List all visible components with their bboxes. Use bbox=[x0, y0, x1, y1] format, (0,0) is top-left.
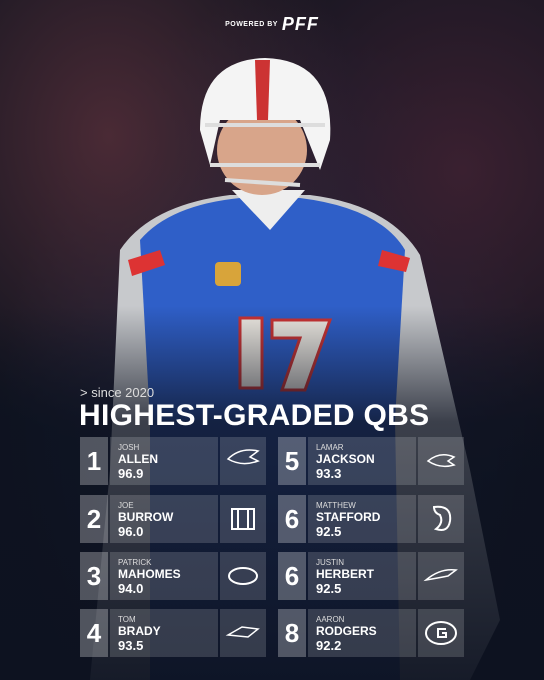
grade: 96.0 bbox=[118, 524, 144, 539]
last-name: ALLEN bbox=[118, 452, 158, 466]
team-logo-art bbox=[423, 568, 458, 582]
player-card: MATTHEW STAFFORD 92.5 bbox=[308, 495, 416, 543]
first-name: LAMAR bbox=[316, 443, 344, 452]
team-logo bbox=[220, 437, 266, 485]
grade: 93.3 bbox=[316, 466, 342, 481]
grade: 94.0 bbox=[118, 581, 144, 596]
first-name: JOE bbox=[118, 501, 134, 510]
rank: 6 bbox=[278, 495, 306, 543]
team-logo bbox=[418, 552, 464, 600]
title: HIGHEST-GRADED QBS bbox=[79, 399, 430, 432]
last-name: HERBERT bbox=[316, 567, 375, 581]
player-card: TOM BRADY 93.5 bbox=[110, 609, 218, 657]
team-logo bbox=[418, 609, 464, 657]
last-name: RODGERS bbox=[316, 624, 377, 638]
team-logo bbox=[418, 437, 464, 485]
team-logo bbox=[220, 552, 266, 600]
powered-by-text: POWERED BY bbox=[225, 21, 278, 28]
team-logo-art bbox=[231, 508, 255, 530]
grade: 92.2 bbox=[316, 638, 342, 653]
team-logo bbox=[418, 495, 464, 543]
last-name: BURROW bbox=[118, 510, 174, 524]
team-logo-art bbox=[226, 449, 260, 465]
grade: 92.5 bbox=[316, 581, 342, 596]
player-card: LAMAR JACKSON 93.3 bbox=[308, 437, 416, 485]
rank: 2 bbox=[80, 495, 108, 543]
player-card: JOSH ALLEN 96.9 bbox=[110, 437, 218, 485]
rank: 6 bbox=[278, 552, 306, 600]
team-logo bbox=[220, 495, 266, 543]
first-name: JUSTIN bbox=[316, 558, 344, 567]
last-name: MAHOMES bbox=[118, 567, 181, 581]
first-name: AARON bbox=[316, 615, 345, 624]
first-name: MATTHEW bbox=[316, 501, 356, 510]
rank: 5 bbox=[278, 437, 306, 485]
subtitle: > since 2020 bbox=[80, 385, 155, 400]
team-logo-art bbox=[426, 454, 456, 468]
team-logo-art bbox=[425, 621, 457, 645]
last-name: STAFFORD bbox=[316, 510, 381, 524]
last-name: BRADY bbox=[118, 624, 161, 638]
team-logo bbox=[220, 609, 266, 657]
first-name: TOM bbox=[118, 615, 136, 624]
player-card: JOE BURROW 96.0 bbox=[110, 495, 218, 543]
grade: 96.9 bbox=[118, 466, 144, 481]
team-logo-art bbox=[432, 505, 452, 531]
player-card: AARON RODGERS 92.2 bbox=[308, 609, 416, 657]
team-logo-art bbox=[228, 567, 258, 585]
player-card: PATRICK MAHOMES 94.0 bbox=[110, 552, 218, 600]
rank: 8 bbox=[278, 609, 306, 657]
grade: 93.5 bbox=[118, 638, 144, 653]
first-name: JOSH bbox=[118, 443, 140, 452]
first-name: PATRICK bbox=[118, 558, 152, 567]
grade: 92.5 bbox=[316, 524, 342, 539]
rank: 1 bbox=[80, 437, 108, 485]
powered-by: POWERED BY PFF bbox=[0, 14, 544, 35]
rank: 4 bbox=[80, 609, 108, 657]
player-card: JUSTIN HERBERT 92.5 bbox=[308, 552, 416, 600]
team-logo-art bbox=[225, 626, 260, 638]
rank: 3 bbox=[80, 552, 108, 600]
brand: PFF bbox=[281, 14, 319, 34]
last-name: JACKSON bbox=[316, 452, 375, 466]
